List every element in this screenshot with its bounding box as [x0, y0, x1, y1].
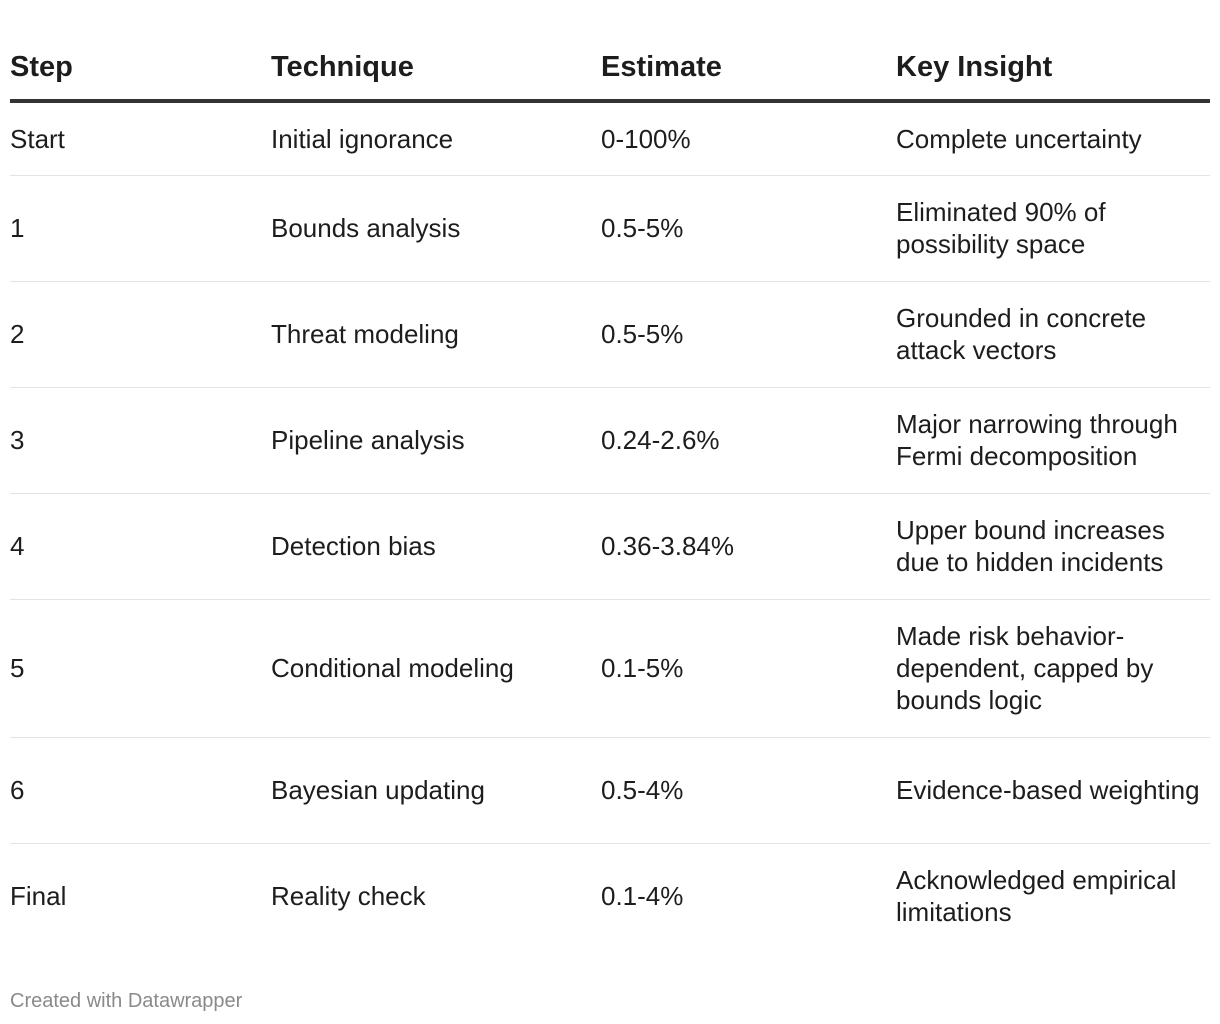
cell-key-insight: Upper bound increases due to hidden inci… — [896, 493, 1210, 600]
cell-step: Start — [10, 101, 271, 176]
cell-key-insight: Made risk behavior-dependent, capped by … — [896, 599, 1210, 738]
table-body: Start Initial ignorance 0-100% Complete … — [10, 101, 1210, 949]
cell-key-insight: Eliminated 90% of possibility space — [896, 175, 1210, 282]
cell-key-insight: Acknowledged empirical limitations — [896, 865, 1177, 928]
cell-step: 4 — [10, 493, 271, 600]
header-estimate: Estimate — [601, 36, 896, 103]
cell-estimate: 0.36-3.84% — [601, 493, 896, 600]
cell-technique: Bayesian updating — [271, 737, 601, 844]
table-row: 3 Pipeline analysis 0.24-2.6% Major narr… — [10, 387, 1210, 494]
cell-key-insight: Evidence-based weighting — [896, 737, 1210, 844]
table-row: 2 Threat modeling 0.5-5% Grounded in con… — [10, 281, 1210, 388]
cell-technique: Initial ignorance — [271, 101, 601, 176]
table-row: 4 Detection bias 0.36-3.84% Upper bound … — [10, 493, 1210, 600]
table-row: 6 Bayesian updating 0.5-4% Evidence-base… — [10, 737, 1210, 844]
cell-estimate: 0.5-5% — [601, 281, 896, 388]
cell-step: 2 — [10, 281, 271, 388]
cell-technique: Threat modeling — [271, 281, 601, 388]
cell-step: 5 — [10, 599, 271, 738]
cell-step: Final — [10, 881, 67, 912]
cell-technique: Pipeline analysis — [271, 387, 601, 494]
table-row: 1 Bounds analysis 0.5-5% Eliminated 90% … — [10, 175, 1210, 282]
cell-step: 1 — [10, 175, 271, 282]
cell-estimate: 0.5-4% — [601, 737, 896, 844]
header-step: Step — [10, 36, 271, 103]
header-technique: Technique — [271, 36, 601, 103]
cell-step: 3 — [10, 387, 271, 494]
cell-step: 6 — [10, 737, 271, 844]
cell-estimate: 0.5-5% — [601, 175, 896, 282]
datawrapper-credit[interactable]: Created with Datawrapper — [10, 990, 243, 1012]
estimate-table: Step Technique Estimate Key Insight Star… — [10, 36, 1210, 949]
header-row: Step Technique Estimate Key Insight — [10, 36, 1210, 103]
cell-key-insight: Grounded in concrete attack vectors — [896, 281, 1210, 388]
cell-technique: Detection bias — [271, 493, 601, 600]
cell-estimate: 0.1-4% — [601, 881, 684, 912]
table-row: 5 Conditional modeling 0.1-5% Made risk … — [10, 599, 1210, 738]
table-header: Step Technique Estimate Key Insight — [10, 36, 1210, 103]
cell-key-insight: Major narrowing through Fermi decomposit… — [896, 387, 1210, 494]
cell-estimate: 0.1-5% — [601, 599, 896, 738]
cell-technique: Conditional modeling — [271, 599, 601, 738]
table-row: Final Reality check 0.1-4% Acknowledged … — [10, 843, 1210, 949]
table-row: Start Initial ignorance 0-100% Complete … — [10, 101, 1210, 176]
cell-estimate: 0-100% — [601, 101, 896, 176]
cell-estimate: 0.24-2.6% — [601, 387, 896, 494]
header-key-insight: Key Insight — [896, 36, 1210, 103]
cell-technique: Reality check — [271, 881, 426, 912]
cell-technique: Bounds analysis — [271, 175, 601, 282]
cell-key-insight: Complete uncertainty — [896, 101, 1210, 176]
